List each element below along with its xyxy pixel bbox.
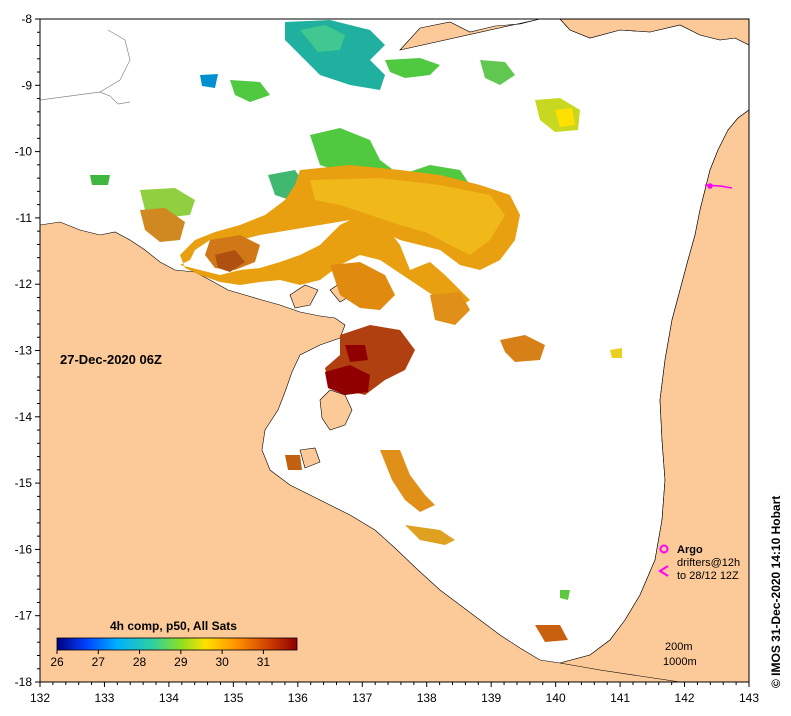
drifters-label: drifters@12h [677, 557, 740, 569]
colorbar-tick-label: 31 [257, 655, 271, 669]
y-tick-label: -15 [15, 476, 33, 490]
imos-credit: © IMOS 31-Dec-2020 14:10 Hobart [769, 496, 783, 688]
x-tick-label: 142 [675, 691, 695, 705]
x-tick-label: 139 [481, 691, 501, 705]
depth-200-label: 200m [665, 641, 693, 653]
x-tick-label: 137 [352, 691, 372, 705]
x-tick-label: 133 [94, 691, 114, 705]
colorbar-gradient [56, 637, 298, 651]
argo-label: Argo [677, 544, 703, 556]
y-tick-label: -18 [15, 675, 33, 689]
land-cape-york [559, 109, 750, 683]
sst-layer [90, 20, 622, 642]
y-tick-label: -8 [21, 12, 32, 26]
colorbar: 4h comp, p50, All Sats 26 27 28 29 30 31 [50, 619, 298, 669]
x-tick-label: 132 [30, 691, 50, 705]
drifter-track [704, 183, 733, 189]
colorbar-ticks: 26 27 28 29 30 31 [50, 650, 270, 669]
colorbar-tick-label: 27 [92, 655, 106, 669]
depth-1000-label: 1000m [663, 656, 697, 668]
argo-marker-icon [659, 544, 669, 554]
colorbar-tick-label: 30 [215, 655, 229, 669]
x-tick-label: 141 [610, 691, 630, 705]
x-tick-label: 136 [288, 691, 308, 705]
legend: Argo drifters@12h to 28/12 12Z 200m 1000… [658, 544, 740, 668]
x-tick-label: 143 [739, 691, 759, 705]
y-tick-label: -10 [15, 145, 33, 159]
drifter-arrow-icon [658, 565, 669, 577]
colorbar-tick-label: 26 [50, 655, 64, 669]
y-tick-label: -16 [15, 542, 33, 556]
colorbar-tick-label: 29 [174, 655, 188, 669]
x-axis: 132 133 134 135 136 137 138 139 140 141 142 143 [30, 682, 759, 705]
land-island-groote [319, 389, 353, 431]
y-tick-label: -11 [16, 211, 33, 225]
drifters-to-label: to 28/12 12Z [677, 570, 739, 582]
y-tick-label: -9 [21, 78, 32, 92]
y-tick-label: -13 [15, 344, 33, 358]
timestamp-label: 27-Dec-2020 06Z [60, 352, 162, 367]
colorbar-title: 4h comp, p50, All Sats [110, 619, 237, 633]
x-tick-label: 140 [546, 691, 566, 705]
x-tick-label: 134 [159, 691, 179, 705]
colorbar-tick-label: 28 [133, 655, 147, 669]
y-tick-label: -12 [15, 277, 33, 291]
y-tick-label: -14 [15, 410, 33, 424]
land-layer [39, 18, 750, 683]
x-tick-label: 138 [417, 691, 437, 705]
y-tick-label: -17 [15, 609, 33, 623]
coastline-detail [39, 29, 131, 105]
x-tick-label: 135 [223, 691, 243, 705]
land-island-small1 [289, 284, 319, 309]
land-island-wellesley [299, 447, 321, 469]
y-axis: -8 -9 -10 -11 -12 -13 -14 -15 -16 -17 -18 [15, 12, 40, 689]
land-north-west [40, 19, 290, 40]
